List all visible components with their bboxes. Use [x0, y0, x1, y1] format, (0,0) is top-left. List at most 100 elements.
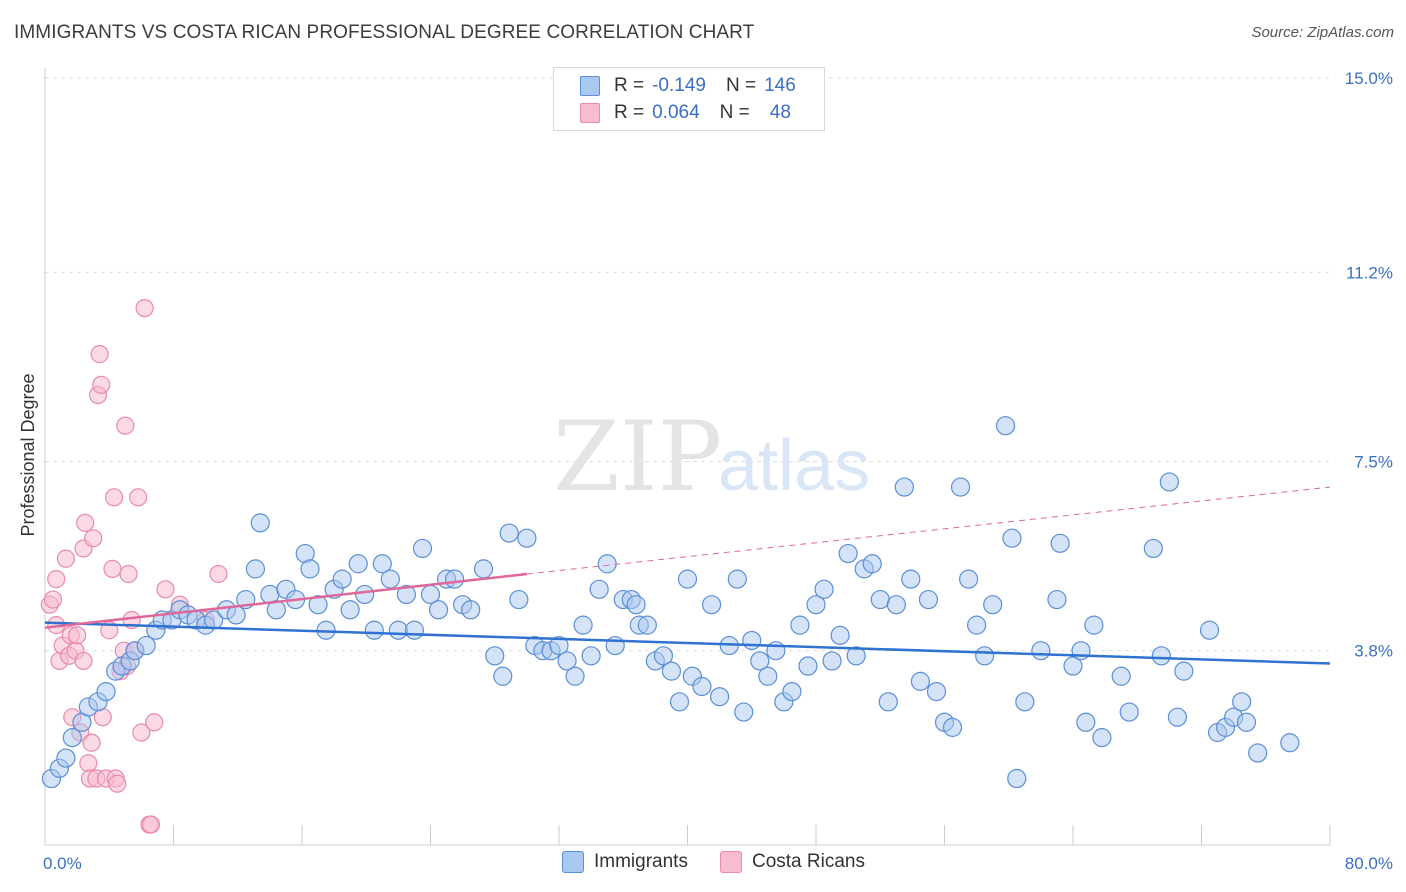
immigrants-point — [1047, 589, 1067, 610]
costa-ricans-points — [40, 299, 228, 834]
immigrants-point — [637, 615, 657, 635]
stats-legend: R = -0.149 N = 146 R = 0.064 N = 48 — [553, 67, 825, 131]
immigrants-point — [901, 569, 921, 589]
immigrants-point — [886, 595, 906, 615]
legend-r-label: R = — [614, 75, 645, 96]
costa-ricans-point — [82, 733, 101, 752]
immigrants-point — [493, 666, 513, 686]
legend-r-value: -0.149 — [652, 75, 706, 96]
legend-label-immigrants: Immigrants — [594, 851, 688, 872]
legend-item-costa-ricans[interactable]: Costa Ricans — [719, 851, 865, 873]
immigrants-point — [669, 692, 690, 712]
immigrants-point — [565, 666, 585, 686]
costa-ricans-point — [103, 559, 122, 578]
immigrants-point — [1151, 646, 1171, 666]
immigrants-point — [1199, 620, 1220, 640]
immigrants-points — [41, 416, 1300, 789]
immigrants-point — [1050, 533, 1070, 553]
trend-lines — [44, 486, 1331, 665]
immigrants-point — [1092, 728, 1112, 748]
immigrants-point — [626, 595, 646, 615]
legend-r-label: R = — [614, 102, 645, 123]
costa-ricans-point — [47, 570, 66, 589]
immigrants-point — [692, 676, 712, 697]
immigrants-point — [250, 513, 270, 533]
immigrants-point — [308, 595, 328, 615]
immigrants-point — [56, 748, 76, 768]
immigrants-point — [806, 595, 826, 615]
costa-ricans-point — [132, 723, 151, 742]
immigrants-point — [653, 646, 674, 666]
immigrants-point — [846, 646, 866, 666]
axes — [44, 68, 1331, 846]
immigrants-point — [870, 589, 890, 610]
immigrants-point — [509, 589, 529, 610]
immigrants-point — [878, 692, 898, 712]
costa-ricans-trend-line — [44, 572, 528, 629]
tick-labels: 3.8% 7.5% 11.2% 15.0% 0.0% 80.0% — [43, 69, 1393, 873]
immigrants-point — [340, 600, 360, 620]
immigrants-point — [355, 584, 375, 605]
costa-ricans-point — [145, 713, 164, 732]
immigrants-point — [983, 595, 1003, 615]
costa-ricans-point — [141, 815, 161, 834]
immigrants-point — [758, 666, 778, 686]
costa-ricans-point — [209, 564, 228, 584]
immigrants-point — [589, 579, 609, 599]
immigrants-point — [226, 605, 246, 625]
immigrants-point — [444, 569, 465, 589]
immigrants-point — [245, 559, 266, 579]
series-legend: Immigrants Costa Ricans — [562, 851, 897, 873]
immigrants-point — [348, 554, 368, 574]
immigrants-point — [950, 477, 971, 497]
costa-ricans-point — [108, 774, 127, 793]
immigrants-point — [1236, 712, 1257, 732]
legend-label-costa-ricans: Costa Ricans — [751, 851, 865, 872]
immigrants-point — [364, 620, 384, 640]
immigrants-point — [1119, 702, 1139, 722]
immigrants-point — [1280, 733, 1300, 753]
immigrants-point — [396, 584, 417, 605]
immigrants-swatch — [580, 76, 600, 96]
immigrants-point — [597, 554, 617, 574]
legend-n-label: N = — [719, 102, 750, 123]
immigrants-point — [1159, 472, 1179, 492]
costa-ricans-point — [135, 299, 154, 318]
immigrants-point — [461, 600, 481, 620]
immigrants-point — [1002, 528, 1022, 548]
immigrants-point — [830, 625, 850, 645]
immigrants-point — [573, 615, 593, 635]
immigrants-point — [814, 579, 834, 599]
immigrants-point — [62, 728, 82, 748]
x-tick-label-max: 80.0% — [1345, 854, 1393, 873]
immigrants-point — [742, 630, 762, 651]
immigrants-point — [782, 681, 802, 702]
immigrants-point — [136, 635, 156, 656]
immigrants-point — [380, 569, 400, 589]
immigrants-point — [1111, 666, 1131, 686]
y-tick-label: 3.8% — [1354, 642, 1393, 661]
costa-ricans-point — [74, 651, 93, 671]
immigrants-point — [734, 702, 754, 722]
costa-ricans-point — [104, 488, 124, 507]
watermark-atlas: atlas — [718, 426, 870, 506]
immigrants-point — [96, 681, 116, 702]
immigrants-point — [926, 681, 947, 702]
legend-row-immigrants: R = -0.149 N = 146 — [580, 73, 796, 99]
y-tick-label: 11.2% — [1346, 263, 1393, 282]
immigrants-point — [1232, 692, 1252, 712]
costa-ricans-point — [129, 488, 148, 507]
immigrants-point — [1015, 692, 1035, 712]
immigrants-point — [1063, 656, 1083, 676]
costa-ricans-point — [43, 590, 63, 609]
immigrants-point — [910, 671, 931, 691]
costa-ricans-swatch — [580, 103, 600, 123]
costa-ricans-point — [116, 416, 135, 435]
immigrants-point — [581, 646, 601, 666]
legend-item-immigrants[interactable]: Immigrants — [562, 851, 688, 873]
immigrants-point — [942, 717, 963, 737]
immigrants-trend-line — [44, 621, 1331, 665]
immigrants-point — [701, 595, 722, 615]
immigrants-point — [1248, 743, 1268, 763]
